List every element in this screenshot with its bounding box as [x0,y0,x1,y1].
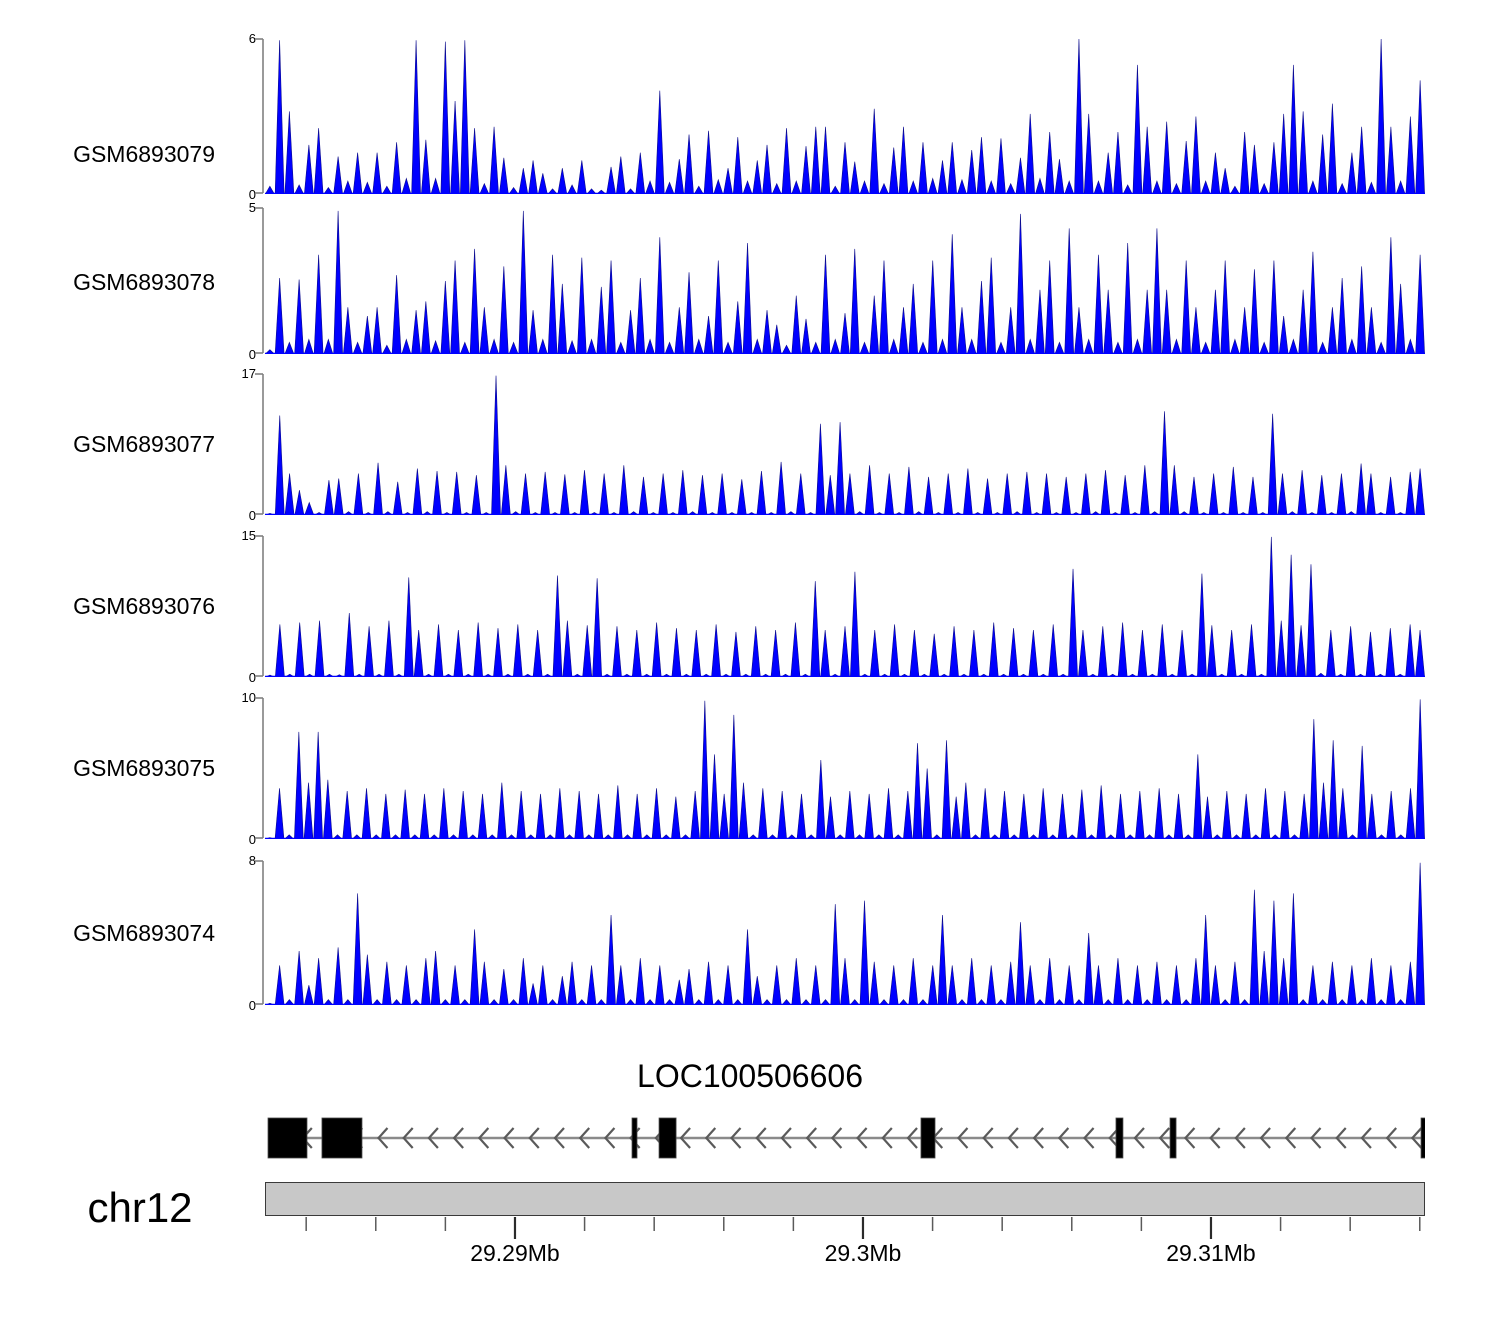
axis-tick-marks [265,1217,1425,1243]
y-axis [250,860,270,1005]
y-axis [250,535,270,677]
coverage-plot [265,38,1425,194]
coverage-plot [265,207,1425,354]
axis-tick-label: 29.3Mb [824,1240,902,1266]
chromosome-axis-row: chr12 29.29Mb 29.3Mb 29.31Mb [0,1180,1500,1300]
axis-min-label: 0 [248,508,256,523]
chromosome-label: chr12 [87,1184,193,1231]
track-label: GSM6893074 [73,920,215,946]
axis-max-label: 10 [241,690,256,705]
axis-tick-label: 29.31Mb [1166,1240,1256,1266]
coverage-track: GSM6893076 15 0 [0,529,1500,684]
track-label: GSM6893078 [73,269,215,295]
axis-max-label: 5 [248,200,256,215]
axis-tick-label: 29.29Mb [470,1240,560,1266]
chromosome-ideogram [265,1182,1425,1216]
axis-max-label: 17 [241,366,256,381]
track-label: GSM6893079 [73,141,215,167]
axis-max-label: 6 [248,31,256,46]
y-axis [250,373,270,515]
axis-min-label: 0 [248,187,256,202]
track-label: GSM6893076 [73,593,215,619]
axis-max-label: 8 [248,853,256,868]
gene-model [265,1112,1425,1162]
coverage-track: GSM6893075 10 0 [0,691,1500,846]
gene-annotation-track: LOC100506606 [0,1050,1500,1170]
gene-name-label: LOC100506606 [637,1058,863,1094]
coverage-plot [265,373,1425,515]
axis-min-label: 0 [248,347,256,362]
axis-min-label: 0 [248,670,256,685]
y-axis [250,697,270,839]
coverage-track: GSM6893079 6 0 [0,32,1500,201]
axis-min-label: 0 [248,998,256,1013]
coverage-track: GSM6893078 5 0 [0,201,1500,361]
coverage-plot [265,535,1425,677]
track-label: GSM6893077 [73,431,215,457]
coverage-plot [265,697,1425,839]
track-label: GSM6893075 [73,755,215,781]
coverage-track: GSM6893074 8 0 [0,854,1500,1012]
y-axis [250,38,270,194]
y-axis [250,207,270,354]
axis-min-label: 0 [248,832,256,847]
axis-max-label: 15 [241,528,256,543]
coverage-track: GSM6893077 17 0 [0,367,1500,522]
coverage-plot [265,860,1425,1005]
